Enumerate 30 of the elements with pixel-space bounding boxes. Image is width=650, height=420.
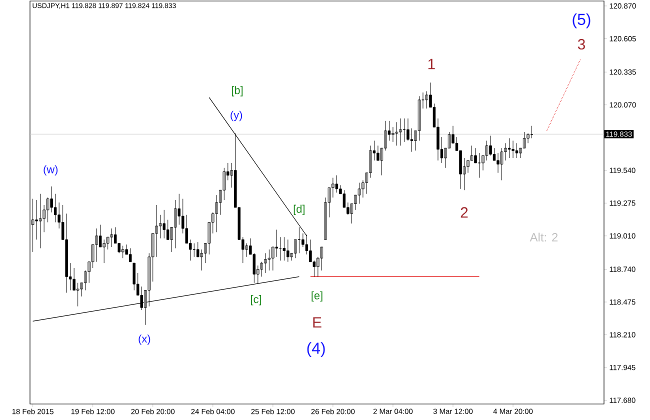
candlestick bbox=[395, 122, 398, 146]
candlestick bbox=[264, 252, 267, 274]
annotation: 3 bbox=[578, 38, 585, 50]
candlestick bbox=[268, 249, 271, 271]
candlestick bbox=[286, 239, 290, 262]
candlestick bbox=[515, 142, 518, 158]
annotation: E bbox=[313, 317, 322, 328]
annotation: 1 bbox=[428, 58, 435, 70]
annotation: Alt: 2 bbox=[530, 232, 558, 242]
annotation: (4) bbox=[307, 342, 325, 358]
annotation: [e] bbox=[312, 291, 322, 302]
candlestick bbox=[110, 228, 113, 248]
annotation: [d] bbox=[294, 204, 304, 216]
annotation: (y) bbox=[230, 110, 242, 122]
candlestick bbox=[162, 210, 166, 239]
annotation: (5) bbox=[572, 13, 590, 28]
candlestick bbox=[282, 236, 286, 261]
candlestick bbox=[508, 138, 511, 158]
annotation: [c] bbox=[251, 295, 262, 306]
candlestick bbox=[512, 140, 514, 158]
candlestick bbox=[402, 118, 406, 142]
annotation: (w) bbox=[44, 165, 58, 176]
annotation: 2 bbox=[460, 207, 468, 218]
candlestick bbox=[38, 194, 42, 248]
candlestick bbox=[399, 118, 402, 146]
candlestick bbox=[192, 243, 196, 258]
annotation: [b] bbox=[232, 86, 243, 96]
candlestick bbox=[121, 246, 124, 258]
candlestick bbox=[128, 248, 132, 262]
annotation: (x) bbox=[138, 334, 150, 345]
